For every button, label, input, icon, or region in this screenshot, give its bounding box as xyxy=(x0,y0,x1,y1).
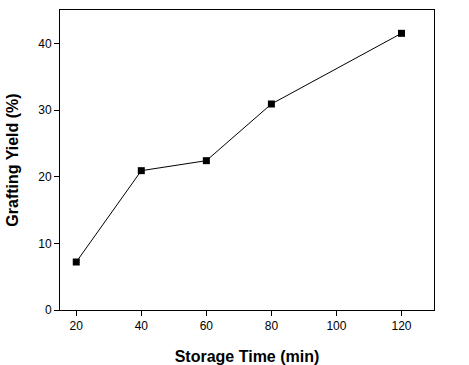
svg-text:10: 10 xyxy=(38,237,52,251)
svg-text:0: 0 xyxy=(45,303,52,317)
svg-text:120: 120 xyxy=(391,319,411,333)
svg-text:Grafting Yield (%): Grafting Yield (%) xyxy=(4,93,21,226)
svg-text:40: 40 xyxy=(38,37,52,51)
svg-text:20: 20 xyxy=(70,319,84,333)
svg-text:60: 60 xyxy=(200,319,214,333)
svg-text:80: 80 xyxy=(265,319,279,333)
svg-text:20: 20 xyxy=(38,170,52,184)
svg-text:100: 100 xyxy=(326,319,346,333)
svg-text:Storage Time (min): Storage Time (min) xyxy=(175,348,320,365)
svg-text:30: 30 xyxy=(38,103,52,117)
svg-text:40: 40 xyxy=(135,319,149,333)
